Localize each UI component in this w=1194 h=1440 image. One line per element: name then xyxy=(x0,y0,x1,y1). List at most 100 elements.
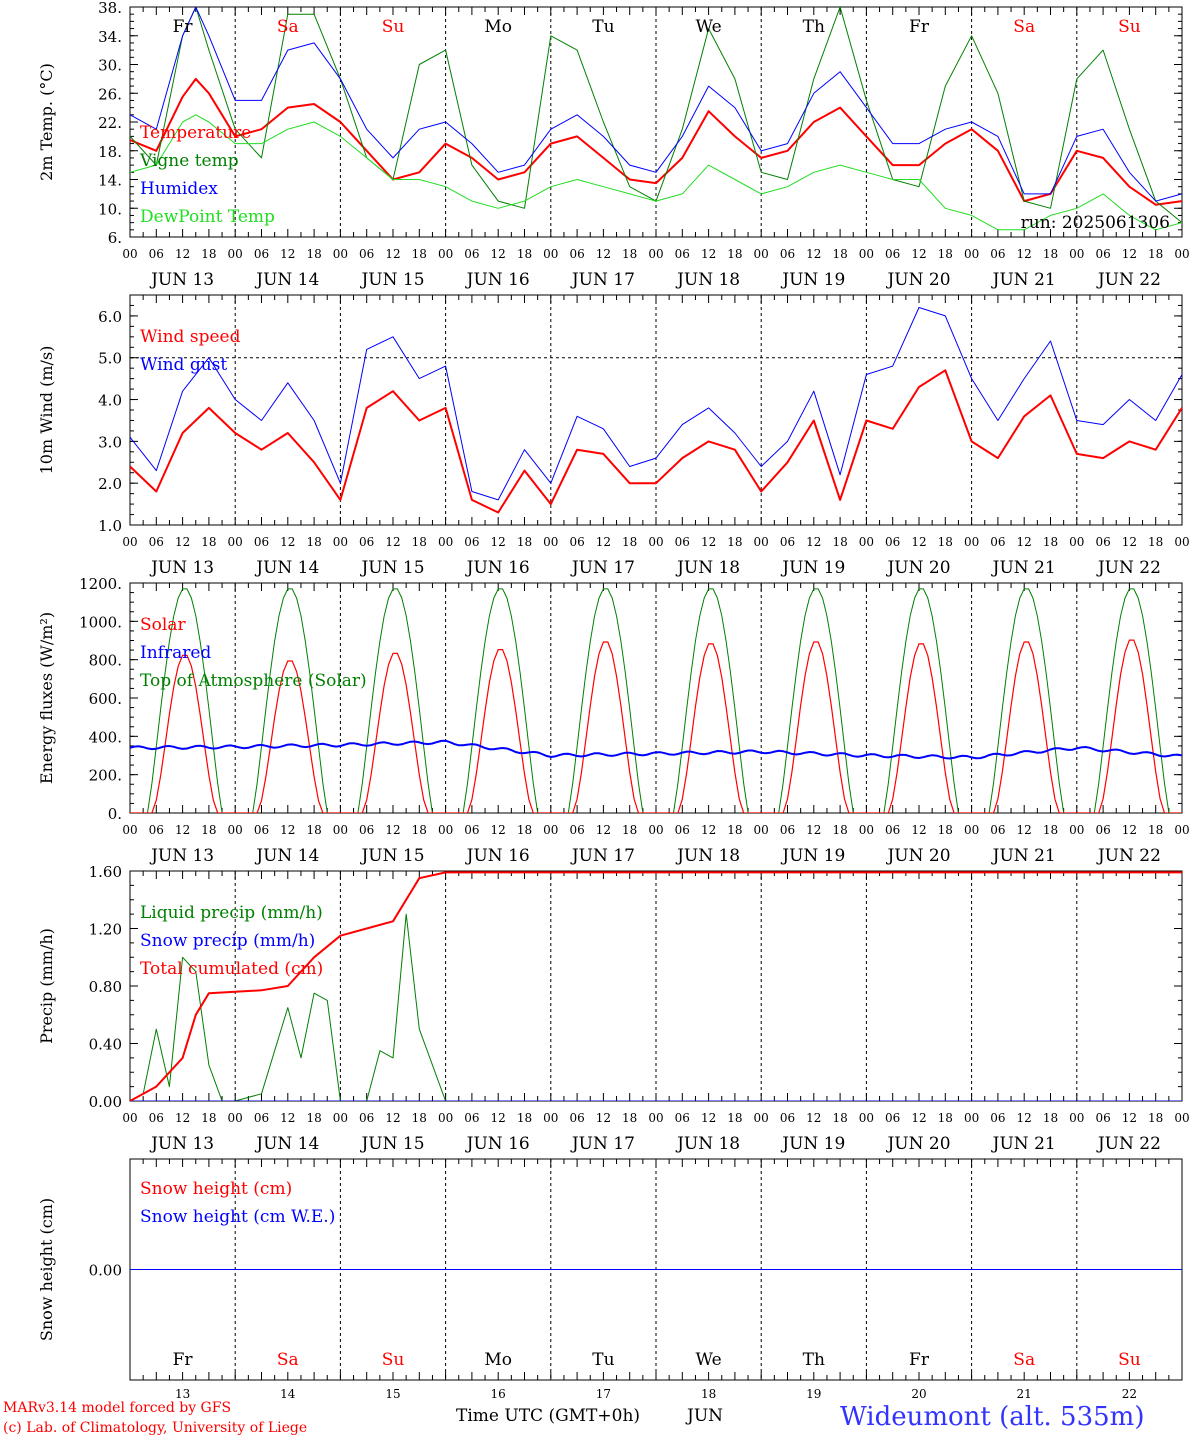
weekday-label: Th xyxy=(803,17,825,37)
x-tick-label: 00 xyxy=(1069,535,1084,549)
weekday-label: Tu xyxy=(592,17,614,37)
x-tick-label: 12 xyxy=(1122,823,1137,837)
y-tick-label: 800. xyxy=(89,652,122,670)
x-tick-label: 06 xyxy=(464,247,479,261)
date-label: JUN 21 xyxy=(991,270,1056,290)
x-tick-label: 06 xyxy=(569,1111,584,1125)
x-tick-label: 06 xyxy=(569,535,584,549)
x-tick-label: 18 xyxy=(1043,1111,1058,1125)
y-tick-label: 600. xyxy=(89,690,122,708)
x-tick-label: 00 xyxy=(754,247,769,261)
panel-5: 0.00 Snow height (cm) Snow height (cm) Snow… xyxy=(37,1158,1183,1401)
footer-credit-1: MARv3.14 model forced by GFS xyxy=(3,1400,232,1416)
legend-entry: Wind gust xyxy=(140,355,227,375)
x-tick-label: 18 xyxy=(201,1111,216,1125)
y-tick-label: 1.0 xyxy=(98,517,122,535)
x-tick-label: 06 xyxy=(254,823,269,837)
date-label: JUN 15 xyxy=(359,1134,424,1154)
date-label: JUN 22 xyxy=(1096,1134,1161,1154)
x-tick-label: 12 xyxy=(491,247,506,261)
y-tick-label: 14. xyxy=(98,172,122,190)
x-tick-label: 12 xyxy=(596,535,611,549)
y-tick-label: 30. xyxy=(98,57,122,75)
x-tick-label: 06 xyxy=(254,535,269,549)
x-tick-label: 00 xyxy=(333,535,348,549)
x-tick-label: 06 xyxy=(254,247,269,261)
date-label: JUN 15 xyxy=(359,270,424,290)
series-line-1 xyxy=(130,7,1182,223)
x-tick-label: 12 xyxy=(911,247,926,261)
x-tick-label: 00 xyxy=(1069,823,1084,837)
date-label: JUN 18 xyxy=(675,270,740,290)
weekday-label: Tu xyxy=(592,1350,614,1370)
y-axis-label: Snow height (cm) xyxy=(37,1198,56,1341)
x-tick-label: 06 xyxy=(1095,1111,1110,1125)
legend-entry: DewPoint Temp xyxy=(140,207,275,227)
x-tick-label: 00 xyxy=(964,535,979,549)
weekday-label: Su xyxy=(1118,17,1141,37)
date-label: JUN 16 xyxy=(465,270,530,290)
y-tick-label: 10. xyxy=(98,200,122,218)
y-tick-label: 22. xyxy=(98,114,122,132)
y-tick-label: 0.00 xyxy=(89,1262,122,1280)
x-tick-label: 06 xyxy=(675,535,690,549)
date-label: JUN 20 xyxy=(885,846,950,866)
y-tick-label: 5.0 xyxy=(98,350,122,368)
x-tick-label: 00 xyxy=(122,247,137,261)
x-tick-label: 06 xyxy=(1095,247,1110,261)
x-tick-label: 06 xyxy=(149,535,164,549)
x-tick-label: 12 xyxy=(280,247,295,261)
date-label: JUN 18 xyxy=(675,558,740,578)
panel-2: 1.0 2.0 3.0 4.0 5.0 6.0 10m Wind (m/s) 00 06 12 18… xyxy=(37,294,1190,578)
series-line-1 xyxy=(130,307,1182,501)
date-label: JUN 15 xyxy=(359,846,424,866)
x-tick-label: 06 xyxy=(885,535,900,549)
weekday-label: Th xyxy=(803,1350,825,1370)
weekday-label: Fr xyxy=(173,17,194,37)
x-tick-label: 06 xyxy=(359,823,374,837)
date-label: JUN 14 xyxy=(254,1134,319,1154)
x-tick-label: 18 xyxy=(1043,535,1058,549)
x-tick-label: 06 xyxy=(780,535,795,549)
x-tick-label: 00 xyxy=(333,823,348,837)
x-tick-label: 12 xyxy=(596,1111,611,1125)
x-tick-label: 18 xyxy=(201,535,216,549)
date-label: JUN 14 xyxy=(254,846,319,866)
x-tick-label: 18 xyxy=(938,535,953,549)
date-label: JUN 17 xyxy=(570,1134,635,1154)
legend-entry: Liquid precip (mm/h) xyxy=(140,903,323,923)
x-tick-label: 06 xyxy=(780,1111,795,1125)
series-group xyxy=(130,871,1182,1101)
x-tick-label: 18 xyxy=(412,823,427,837)
x-tick-label: 00 xyxy=(648,535,663,549)
x-tick-label: 00 xyxy=(754,535,769,549)
y-tick-label: 2.0 xyxy=(98,475,122,493)
x-tick-label: 00 xyxy=(1069,247,1084,261)
x-tick-label: 12 xyxy=(701,535,716,549)
x-tick-label: 18 xyxy=(201,247,216,261)
x-tick-label: 06 xyxy=(359,247,374,261)
x-tick-label: 18 xyxy=(832,823,847,837)
legend-entry: Infrared xyxy=(140,643,211,663)
weekday-label: Mo xyxy=(484,1350,512,1370)
day-number: 19 xyxy=(806,1387,821,1401)
x-tick-label: 18 xyxy=(727,535,742,549)
legend-entry: Snow precip (mm/h) xyxy=(140,931,315,951)
date-label: JUN 22 xyxy=(1096,846,1161,866)
x-tick-label: 00 xyxy=(438,535,453,549)
x-tick-label: 12 xyxy=(806,1111,821,1125)
x-tick-label: 00 xyxy=(648,247,663,261)
x-tick-label: 06 xyxy=(569,823,584,837)
date-label: JUN 14 xyxy=(254,270,319,290)
x-tick-label: 18 xyxy=(938,1111,953,1125)
x-tick-label: 12 xyxy=(806,823,821,837)
weekday-label: Fr xyxy=(909,1350,930,1370)
panel-1: 6. 10. 14. 18. 22. 26. 30. 34. 38. 2m Temp. (°C) 0… xyxy=(37,0,1190,290)
x-tick-label: 06 xyxy=(569,247,584,261)
y-axis-label: 2m Temp. (°C) xyxy=(37,63,56,181)
x-tick-label: 00 xyxy=(122,823,137,837)
day-number: 16 xyxy=(491,1387,506,1401)
x-tick-label: 18 xyxy=(622,247,637,261)
x-tick-label: 12 xyxy=(385,247,400,261)
x-tick-label: 12 xyxy=(385,1111,400,1125)
